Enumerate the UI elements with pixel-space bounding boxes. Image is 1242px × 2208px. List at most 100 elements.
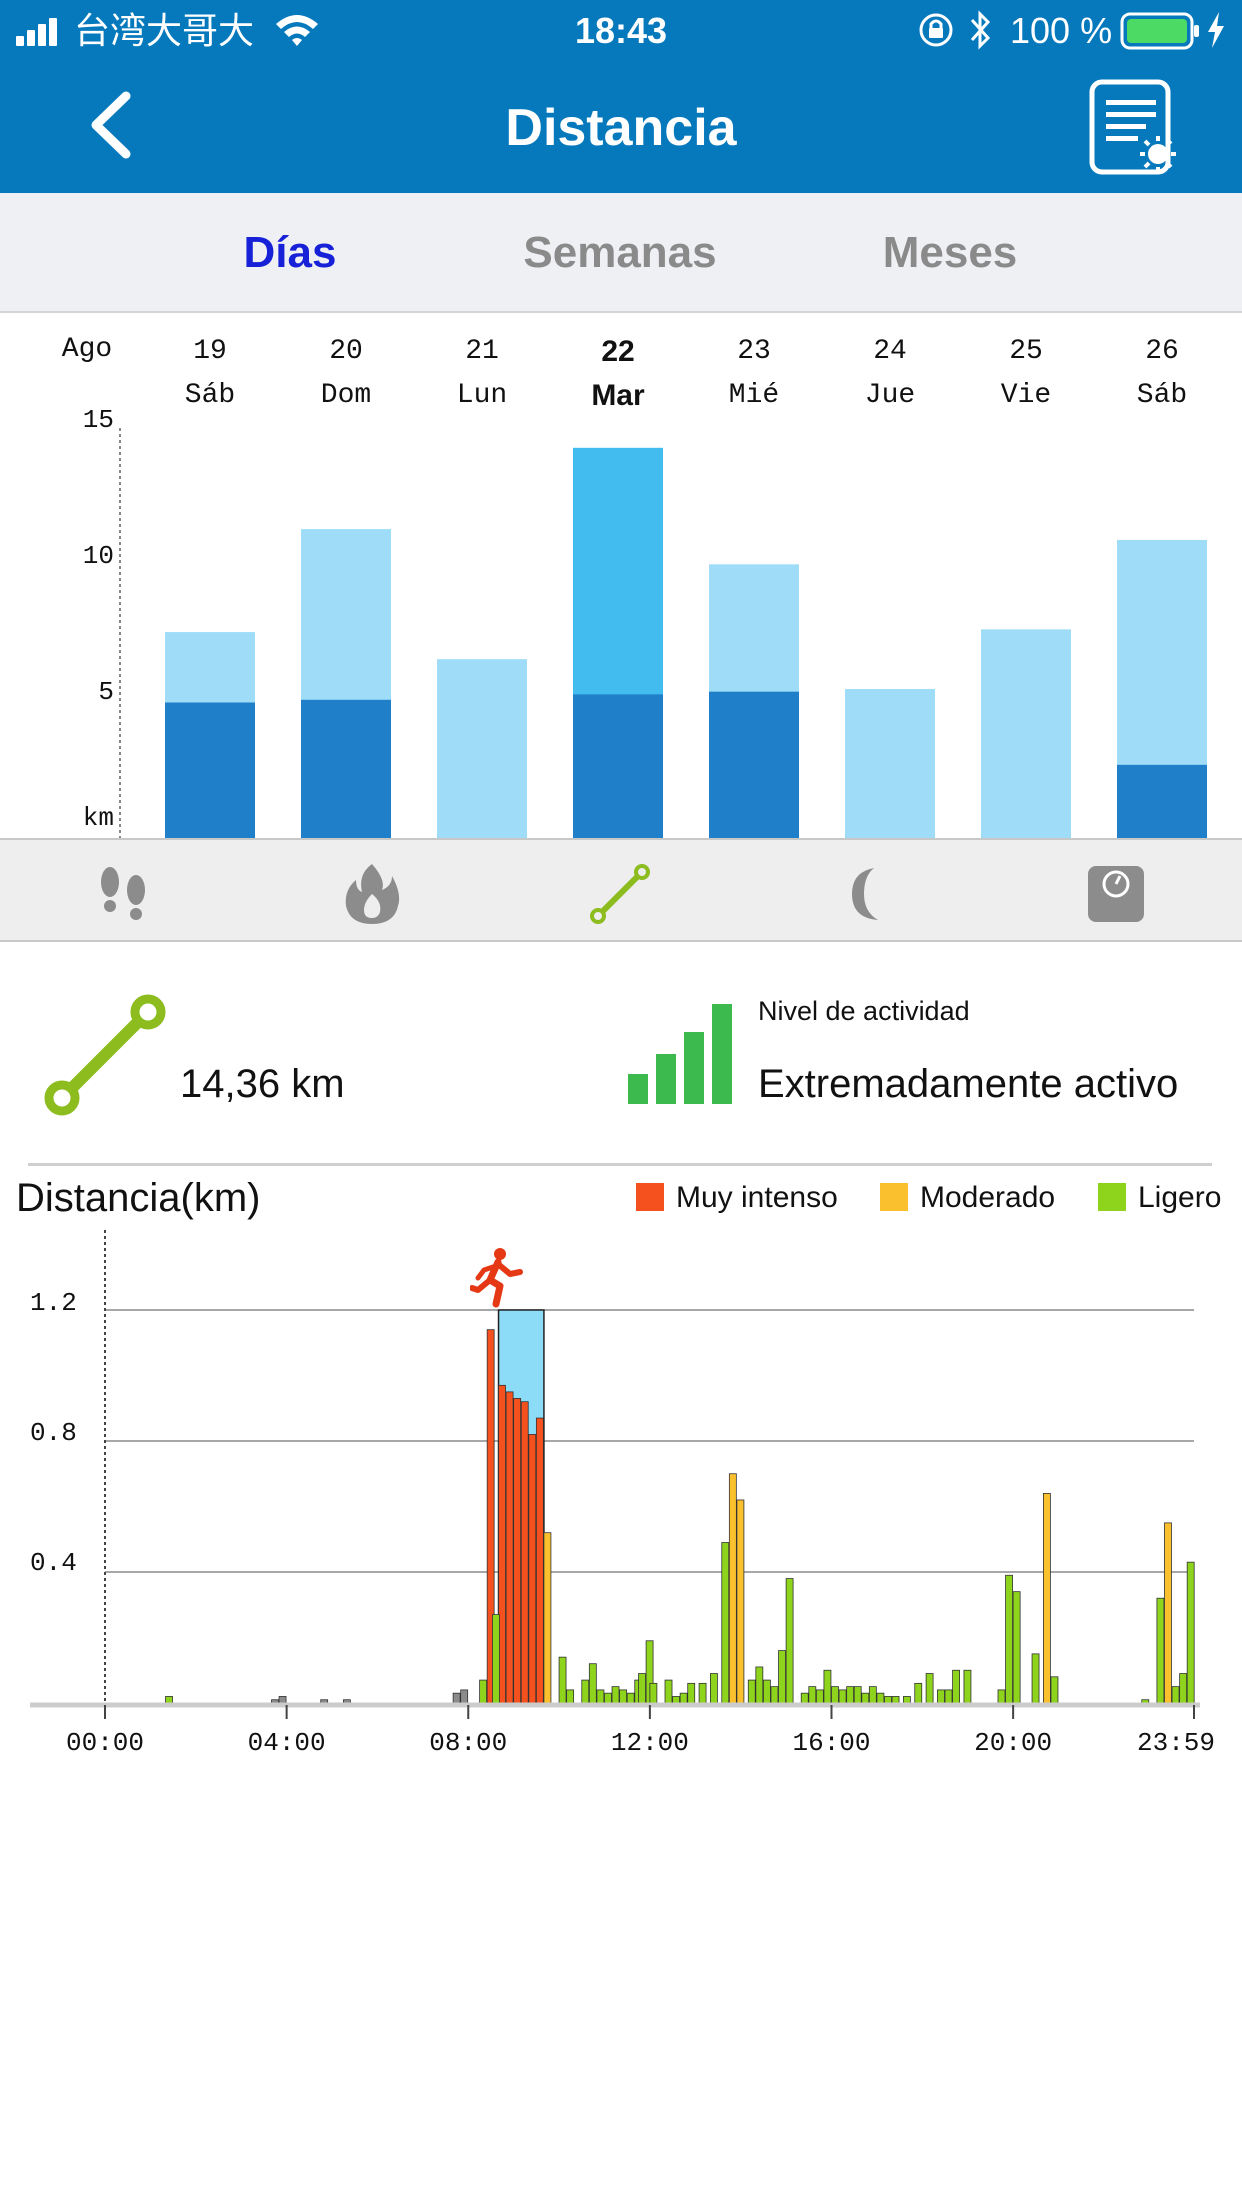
legend-label: Moderado: [920, 1181, 1056, 1214]
day-column-label[interactable]: 21 Lun: [422, 330, 542, 418]
day-column-label[interactable]: 20 Dom: [286, 330, 406, 418]
day-number: 24: [873, 336, 907, 367]
day-number: 21: [465, 336, 499, 367]
distance-bar: [452, 1692, 461, 1704]
distance-bar: [853, 1686, 862, 1704]
day-column-label[interactable]: 19 Sáb: [150, 330, 270, 418]
distance-bar: [1164, 1522, 1172, 1704]
distance-route-icon[interactable]: [586, 860, 654, 928]
distance-bar: [747, 1679, 756, 1704]
x-tick-label: 20:00: [974, 1728, 1053, 1758]
activity-level-label: Nivel de actividad: [758, 996, 970, 1026]
day-bar-total[interactable]: [437, 659, 527, 838]
charging-icon: [1208, 12, 1224, 48]
daily-bars-plot: [119, 428, 1207, 838]
distance-bar: [596, 1689, 605, 1704]
day-column-label[interactable]: 24 Jue: [830, 330, 950, 418]
y-tick-label: 0.4: [30, 1548, 77, 1578]
day-bar-intense[interactable]: [301, 699, 391, 838]
tab-days[interactable]: Días: [243, 228, 337, 277]
distance-bar: [1031, 1653, 1040, 1704]
x-tick-label: 04:00: [247, 1728, 326, 1758]
metric-toolbar: [0, 838, 1242, 942]
day-name: Mié: [728, 380, 780, 411]
day-column-label[interactable]: 25 Vie: [966, 330, 1086, 418]
legend-label: Muy intenso: [676, 1181, 838, 1214]
distance-bar: [638, 1673, 646, 1704]
report-settings-icon[interactable]: [1088, 78, 1184, 178]
distance-bar: [1050, 1676, 1059, 1704]
month-label: Ago: [61, 334, 113, 365]
x-tick-label: 16:00: [792, 1728, 871, 1758]
running-person-icon: [470, 1248, 523, 1308]
distance-bar: [710, 1673, 718, 1704]
activity-level-bar: [656, 1054, 676, 1104]
back-chevron-icon[interactable]: [82, 90, 142, 160]
distance-bar: [460, 1689, 469, 1704]
day-column-label[interactable]: 26 Sáb: [1102, 330, 1222, 418]
day-bar-total[interactable]: [981, 629, 1071, 838]
x-tick-label: 23:59: [1136, 1728, 1215, 1758]
activity-level-bar: [628, 1074, 648, 1104]
day-bar-total[interactable]: [845, 688, 935, 838]
distance-bar: [479, 1679, 488, 1704]
tab-weeks[interactable]: Semanas: [523, 228, 717, 277]
day-bar-intense[interactable]: [709, 691, 799, 838]
steps-icon[interactable]: [90, 860, 158, 928]
carrier-name: 台湾大哥大: [74, 10, 255, 51]
distance-bar: [884, 1696, 892, 1704]
distance-bar: [558, 1656, 567, 1704]
distance-bar: [925, 1673, 934, 1704]
x-tick-label: 00:00: [65, 1728, 144, 1758]
activity-level-bar: [684, 1032, 704, 1104]
y-unit-label: km: [82, 803, 114, 833]
day-name: Mar: [591, 379, 645, 412]
distance-total: 14,36 km: [180, 1062, 345, 1106]
day-name: Sáb: [1136, 380, 1188, 411]
day-column-label[interactable]: 23 Mié: [694, 330, 814, 418]
distance-bar: [581, 1679, 590, 1704]
distance-bar: [687, 1682, 696, 1704]
weight-scale-icon[interactable]: [1082, 860, 1150, 928]
day-bar-intense[interactable]: [573, 694, 663, 838]
orientation-lock-icon: [919, 13, 953, 47]
distance-bar: [619, 1689, 628, 1704]
distance-bar: [770, 1686, 779, 1704]
distance-by-time-chart: 1.2 0.8 0.4 00:00 04:00 08:00 12:00 16:00 20:…: [0, 1230, 1242, 1770]
distance-route-icon: [44, 994, 166, 1116]
day-name: Vie: [1000, 380, 1052, 411]
legend-item-very-intense: Muy intenso: [636, 1180, 838, 1216]
distance-bar: [626, 1692, 635, 1704]
wifi-icon: [276, 15, 318, 46]
sleep-moon-icon[interactable]: [834, 860, 902, 928]
day-bar-intense[interactable]: [165, 702, 255, 838]
day-name: Sáb: [184, 380, 236, 411]
calories-flame-icon[interactable]: [338, 860, 406, 928]
legend-swatch: [1098, 1183, 1126, 1211]
distance-bar: [831, 1686, 839, 1704]
distance-bar: [1171, 1686, 1180, 1704]
distance-bar: [762, 1679, 771, 1704]
distance-bar: [492, 1614, 500, 1704]
day-column-label[interactable]: 22 Mar: [558, 330, 678, 418]
distance-bar: [800, 1692, 809, 1704]
top-bar: 台湾大哥大 18:43 100 % Distancia: [0, 0, 1242, 193]
distance-bars-plot: [30, 1230, 1200, 1719]
distance-bar: [1179, 1673, 1188, 1704]
distance-bar: [755, 1666, 764, 1704]
day-bar-intense[interactable]: [1117, 764, 1207, 838]
distance-bar: [698, 1682, 707, 1704]
day-name: Lun: [456, 380, 508, 411]
distance-bar: [815, 1689, 824, 1704]
distance-bar: [1186, 1561, 1195, 1704]
day-number: 22: [601, 335, 635, 368]
legend-label: Ligero: [1138, 1181, 1222, 1214]
tab-months[interactable]: Meses: [882, 228, 1018, 277]
page-title: Distancia: [505, 99, 737, 157]
distance-bar: [588, 1663, 597, 1704]
bluetooth-icon: [970, 10, 991, 50]
distance-bar: [1043, 1492, 1051, 1704]
day-number: 19: [193, 336, 227, 367]
distance-bar: [649, 1682, 658, 1704]
activity-level-bar: [712, 1004, 732, 1104]
